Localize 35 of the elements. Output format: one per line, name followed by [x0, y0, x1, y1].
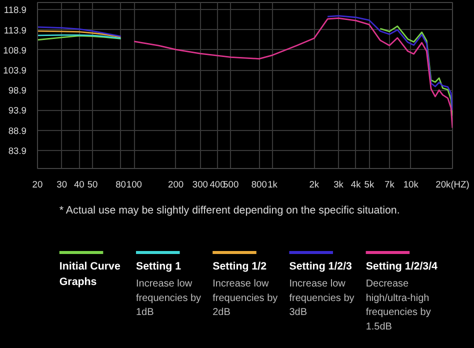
x-tick-label: 200 [168, 180, 184, 190]
y-tick-label: 93.9 [8, 106, 26, 116]
y-tick-label: 98.9 [8, 86, 26, 96]
y-tick-label: 88.9 [8, 126, 26, 136]
x-tick-label: 7k [384, 180, 395, 190]
x-tick-label: 40 [74, 180, 84, 190]
x-tick-label: 30 [56, 180, 68, 190]
y-tick-label: 108.9 [3, 45, 26, 56]
text: * Actual use may be slightly different depending on the specific situation. [59, 204, 400, 216]
x-tick-label: 2k [309, 180, 320, 190]
y-tick-label: 103.9 [3, 66, 26, 76]
x-tick-label: 20 [32, 180, 43, 190]
legend-label: Initial Curve Graphs [59, 260, 120, 288]
x-tick-label: 80 [116, 180, 126, 190]
y-tick-label: 83.9 [8, 146, 26, 156]
text: Decrease high/ultra-high frequencies by 1.5dB [366, 278, 431, 332]
text: Increase low frequencies by 1dB [136, 278, 202, 318]
y-tick-label: 113.9 [4, 25, 27, 36]
legend-label: Setting 1 [136, 260, 182, 272]
x-tick-label: 4k [350, 180, 362, 190]
legend-label: Setting 1/2/3 [289, 260, 352, 272]
text: Increase low frequencies by 2dB [212, 278, 278, 318]
x-tick-label: 5k [364, 180, 374, 190]
text: Increase low frequencies by 3dB [289, 278, 354, 318]
legend-label: Setting 1/2 [212, 260, 267, 272]
y-tick-label: 118.9 [4, 5, 27, 16]
x-tick-label: 300 [192, 180, 208, 190]
x-tick-label: 10k [403, 180, 419, 190]
x-tick-label: 100 [126, 180, 142, 190]
x-tick-label: 50 [87, 180, 98, 190]
x-tick-label: 800 [251, 180, 267, 190]
legend-label: Setting 1/2/3/4 [366, 260, 438, 272]
x-tick-label: 20k(HZ) [436, 180, 470, 190]
x-tick-label: 3k [334, 180, 344, 190]
x-tick-label: 1k [268, 180, 278, 190]
